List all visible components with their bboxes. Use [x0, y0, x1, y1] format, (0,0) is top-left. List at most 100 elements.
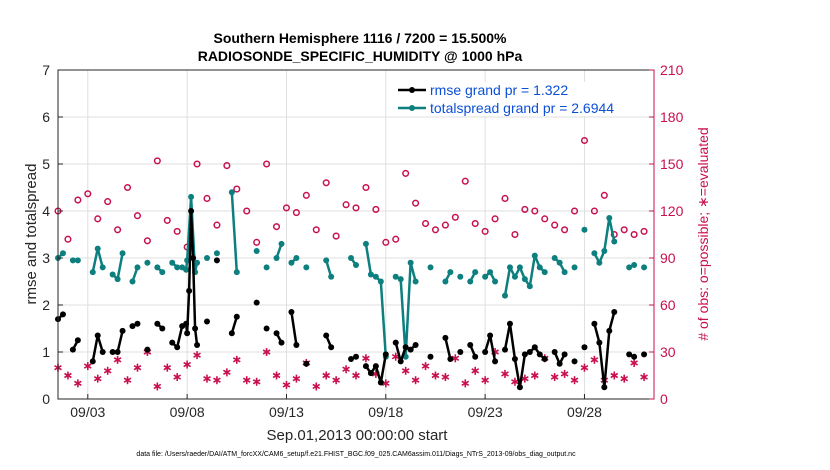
rmse-point — [204, 318, 210, 325]
possible-point — [282, 204, 291, 212]
rmse-segment — [444, 337, 452, 360]
rmse-point — [472, 353, 479, 360]
evaluated-point — [312, 382, 321, 391]
rmse-point — [353, 353, 359, 360]
rmse-point — [89, 358, 96, 365]
rmse-point — [184, 330, 191, 337]
totalspread-point — [556, 259, 563, 266]
rmse-point — [186, 287, 193, 294]
totalspread-point — [407, 259, 414, 266]
totalspread-point — [273, 255, 280, 261]
possible-point — [481, 227, 489, 235]
totalspread-point — [348, 255, 355, 261]
possible-point — [521, 205, 529, 213]
totalspread-point — [109, 271, 116, 278]
rmse-point — [144, 346, 151, 353]
possible-point — [392, 235, 400, 243]
totalspread-segment — [116, 253, 124, 280]
rmse-point — [492, 358, 499, 365]
possible-point — [570, 207, 579, 215]
totalspread-point — [228, 189, 235, 196]
rmse-segment — [608, 311, 616, 332]
rmse-segment — [290, 311, 298, 346]
x-tick-label: 09/03 — [70, 404, 105, 420]
rmse-segment — [508, 323, 517, 360]
evaluated-point — [262, 348, 271, 356]
totalspread-point — [551, 255, 558, 261]
legend-rmse-label: rmse grand pr = 1.322 — [430, 82, 568, 98]
totalspread-point — [372, 273, 379, 280]
rmse-point — [169, 339, 176, 346]
evaluated-point — [332, 376, 340, 385]
evaluated-point — [610, 371, 619, 380]
evaluated-point — [252, 377, 261, 386]
possible-point — [104, 198, 112, 206]
x-tick-label: 09/18 — [368, 404, 403, 420]
possible-point — [272, 223, 281, 231]
rmse-segment — [91, 335, 99, 362]
possible-point — [143, 237, 151, 245]
rmse-point — [457, 349, 464, 355]
rmse-point — [427, 353, 434, 360]
totalspread-point — [367, 271, 374, 278]
possible-point — [84, 190, 92, 198]
y2-tick-label: 30 — [660, 344, 676, 360]
y-tick-label: 1 — [42, 344, 50, 360]
y2-tick-label: 150 — [660, 156, 684, 172]
totalspread-point — [183, 266, 190, 273]
rmse-point — [129, 323, 136, 330]
rmse-point — [447, 356, 454, 363]
possible-point — [600, 191, 608, 199]
rmse-segment — [598, 342, 606, 388]
possible-point — [551, 221, 559, 229]
totalspread-segment — [409, 262, 417, 282]
totalspread-point — [263, 264, 270, 271]
totalspread-point — [397, 276, 404, 283]
axis-ticks: 09/03 09/08 09/13 09/18 09/23 09/28 0 1 2 3 4 5 6 7 0 3… — [42, 62, 683, 420]
evaluated-point — [461, 379, 470, 388]
rmse-point — [377, 379, 384, 386]
rmse-point — [611, 309, 618, 316]
rmse-point — [521, 351, 528, 358]
evaluated-point — [282, 380, 291, 389]
rmse-segment — [503, 323, 512, 350]
totalspread-point — [119, 250, 126, 257]
rmse-point — [159, 325, 166, 332]
totalspread-point — [362, 240, 369, 247]
totalspread-point — [611, 238, 618, 245]
possible-point — [74, 196, 82, 204]
rmse-point — [606, 327, 613, 334]
rmse-point — [516, 384, 523, 391]
rmse-point — [134, 320, 141, 327]
possible-point — [640, 227, 648, 235]
y-tick-label: 5 — [42, 156, 50, 172]
rmse-point — [59, 311, 66, 318]
rmse-segment — [593, 323, 601, 343]
rmse-point — [392, 339, 399, 346]
possible-point — [531, 207, 539, 215]
legend-box — [394, 82, 650, 116]
possible-point — [402, 169, 410, 177]
rmse-point — [601, 384, 608, 391]
rmse-point — [526, 349, 533, 355]
rmse-point — [467, 341, 474, 348]
rmse-point — [561, 351, 568, 358]
evaluated-point — [153, 382, 162, 391]
legend-totalspread-marker — [409, 105, 415, 111]
totalspread-point — [169, 259, 176, 266]
totalspread-point — [288, 259, 295, 266]
rmse-point — [154, 320, 161, 327]
rmse-point — [502, 346, 508, 353]
rmse-point — [626, 351, 633, 358]
possible-point — [620, 226, 628, 234]
possible-point — [471, 219, 479, 228]
rmse-point — [412, 341, 419, 348]
evaluated-point — [113, 355, 122, 364]
rmse-point — [233, 313, 240, 320]
evaluated-point — [580, 363, 589, 372]
rmse-point — [362, 363, 369, 370]
totalspread-point — [511, 273, 518, 280]
rmse-point — [213, 257, 220, 264]
possible-point — [590, 207, 598, 215]
